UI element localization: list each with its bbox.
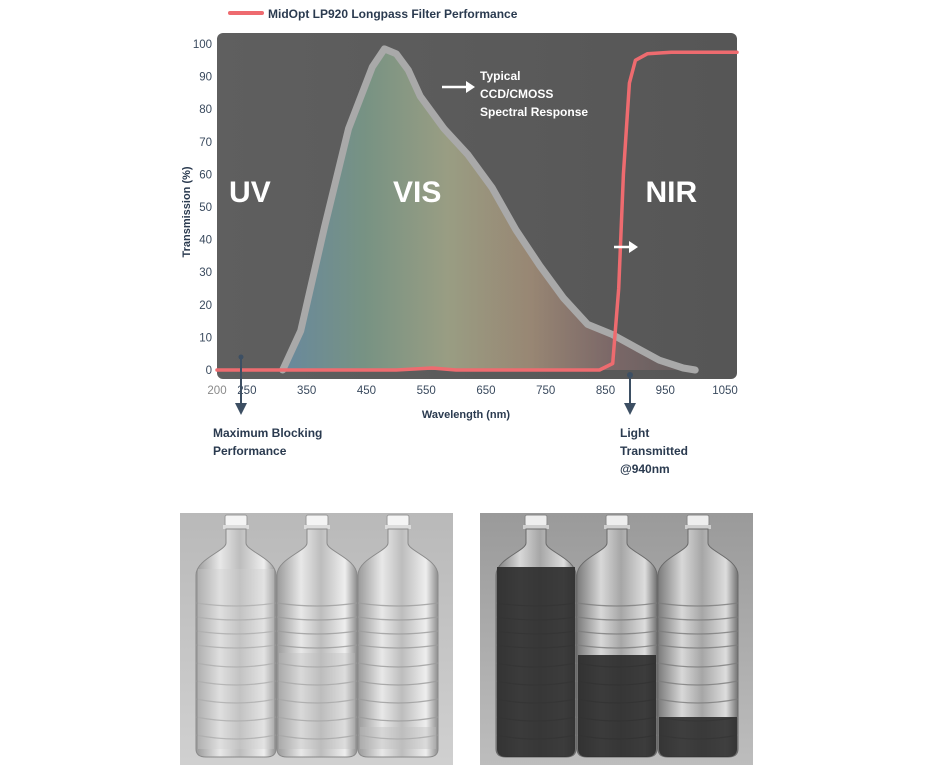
region-label-nir: NIR	[645, 176, 697, 209]
y-tick-label: 20	[199, 300, 212, 312]
x-tick-label: 950	[656, 385, 675, 397]
y-tick-label: 40	[199, 235, 212, 247]
x-tick-label: 450	[357, 385, 376, 397]
bottles-nir-photo	[480, 513, 753, 765]
y-tick-label: 80	[199, 104, 212, 116]
blocking-arrow-icon	[235, 354, 247, 415]
y-tick-label: 90	[199, 72, 212, 84]
sensor-annotation-line-1: Typical	[480, 69, 520, 83]
transmitted-label-line-1: Light	[620, 426, 649, 440]
sensor-annotation-line-2: CCD/CMOSS	[480, 87, 553, 101]
x-tick-label: 350	[297, 385, 316, 397]
y-tick-labels: 0 10 20 30 40 50 60 70 80 90 100	[193, 39, 212, 377]
y-tick-label: 0	[206, 365, 212, 377]
y-tick-label: 10	[199, 332, 212, 344]
nir-arrow-icon	[614, 241, 638, 253]
x-tick-label: 650	[476, 385, 495, 397]
transmitted-label-line-2: Transmitted	[620, 444, 688, 458]
x-axis-title: Wavelength (nm)	[422, 409, 511, 421]
sensor-annotation-line-3: Spectral Response	[480, 105, 588, 119]
filter-transmission-line	[215, 50, 739, 372]
y-axis-title: Transmission (%)	[181, 166, 193, 257]
region-label-uv: UV	[229, 176, 271, 209]
sensor-annotation: Typical CCD/CMOSS Spectral Response	[442, 69, 588, 119]
y-tick-label: 60	[199, 169, 212, 181]
x-tick-label: 1050	[712, 385, 738, 397]
blocking-label-line-1: Maximum Blocking	[213, 426, 322, 440]
x-tick-labels: 200 250 350 450 550 650 750 850 950 1050	[207, 385, 737, 397]
y-tick-label: 70	[199, 137, 212, 149]
legend-label: MidOpt LP920 Longpass Filter Performance	[268, 7, 518, 21]
transmitted-label-line-3: @940nm	[620, 462, 670, 476]
y-tick-label: 30	[199, 267, 212, 279]
region-label-vis: VIS	[393, 176, 441, 209]
sensor-response-area	[282, 48, 696, 371]
bottles-visible-photo	[180, 513, 453, 765]
sensor-response-line	[279, 45, 699, 374]
x-tick-label: 850	[596, 385, 615, 397]
y-tick-label: 100	[193, 39, 212, 51]
blocking-label-line-2: Performance	[213, 444, 287, 458]
x-tick-label: 550	[417, 385, 436, 397]
x-tick-label: 250	[237, 385, 256, 397]
x-tick-label: 200	[207, 385, 226, 397]
transmitted-arrow-icon	[624, 372, 636, 415]
y-tick-label: 50	[199, 202, 212, 214]
x-tick-label: 750	[536, 385, 555, 397]
